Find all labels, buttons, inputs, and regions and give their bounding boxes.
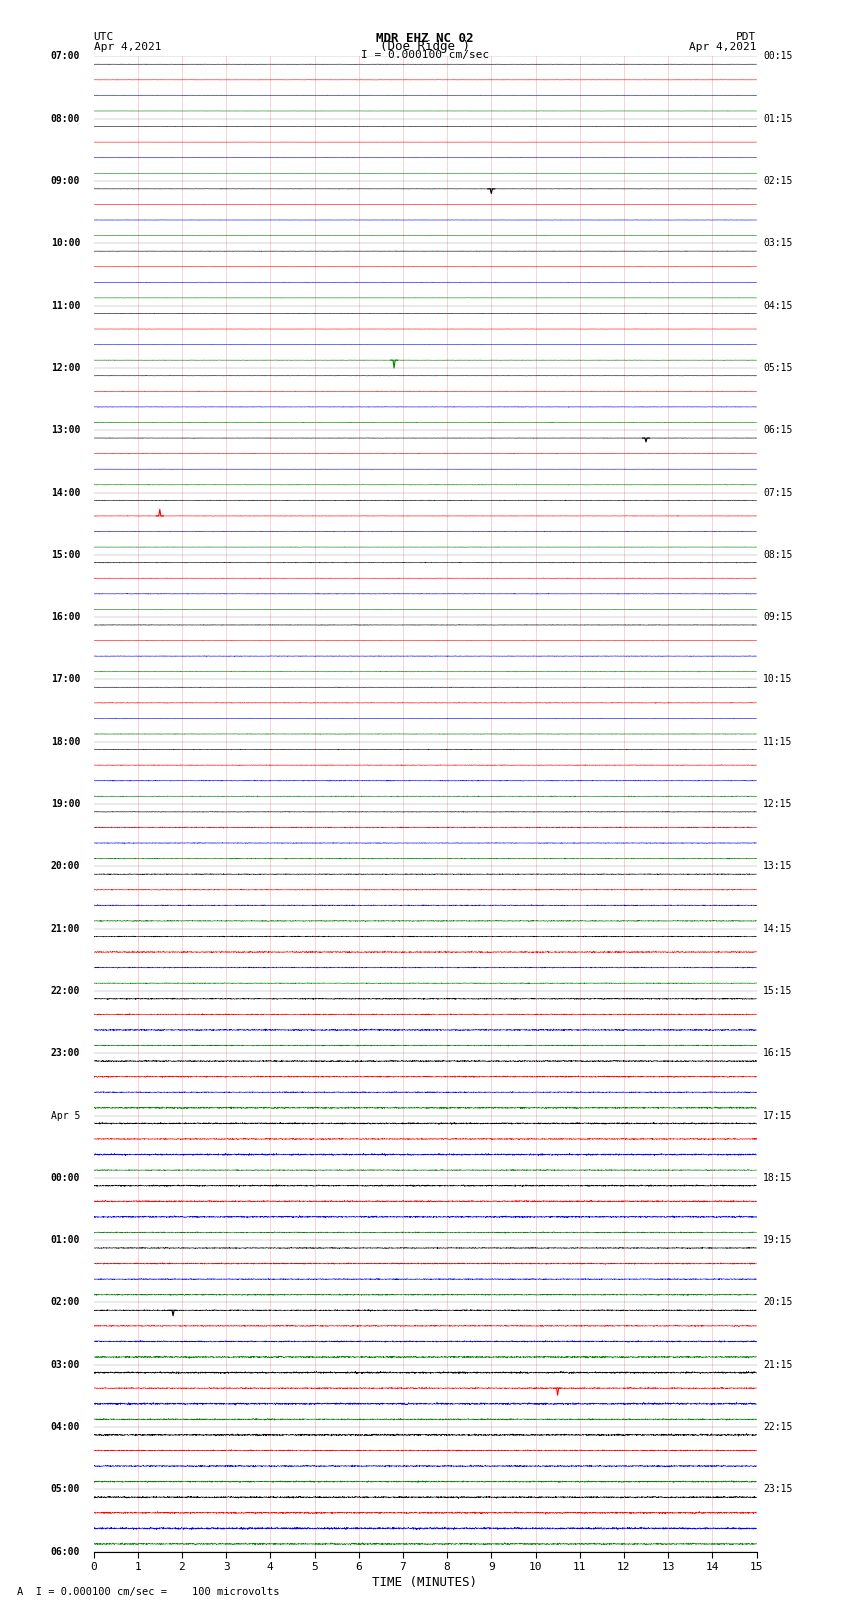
Text: MDR EHZ NC 02: MDR EHZ NC 02 xyxy=(377,32,473,45)
Text: 06:15: 06:15 xyxy=(763,426,792,436)
Text: 09:15: 09:15 xyxy=(763,613,792,623)
Text: 03:15: 03:15 xyxy=(763,239,792,248)
X-axis label: TIME (MINUTES): TIME (MINUTES) xyxy=(372,1576,478,1589)
Text: 02:15: 02:15 xyxy=(763,176,792,185)
Text: 16:15: 16:15 xyxy=(763,1048,792,1058)
Text: 17:15: 17:15 xyxy=(763,1111,792,1121)
Text: 12:00: 12:00 xyxy=(51,363,80,373)
Text: A  I = 0.000100 cm/sec =    100 microvolts: A I = 0.000100 cm/sec = 100 microvolts xyxy=(17,1587,280,1597)
Text: 17:00: 17:00 xyxy=(51,674,80,684)
Text: 09:00: 09:00 xyxy=(51,176,80,185)
Text: I = 0.000100 cm/sec: I = 0.000100 cm/sec xyxy=(361,50,489,60)
Text: 16:00: 16:00 xyxy=(51,613,80,623)
Text: 01:00: 01:00 xyxy=(51,1236,80,1245)
Text: 15:15: 15:15 xyxy=(763,986,792,995)
Text: 18:00: 18:00 xyxy=(51,737,80,747)
Text: 15:00: 15:00 xyxy=(51,550,80,560)
Text: 05:00: 05:00 xyxy=(51,1484,80,1494)
Text: 11:15: 11:15 xyxy=(763,737,792,747)
Text: 20:15: 20:15 xyxy=(763,1297,792,1308)
Text: 07:15: 07:15 xyxy=(763,487,792,497)
Text: 14:15: 14:15 xyxy=(763,924,792,934)
Text: Apr 4,2021: Apr 4,2021 xyxy=(94,42,161,52)
Text: 22:15: 22:15 xyxy=(763,1423,792,1432)
Text: 08:15: 08:15 xyxy=(763,550,792,560)
Text: 14:00: 14:00 xyxy=(51,487,80,497)
Text: 11:00: 11:00 xyxy=(51,300,80,311)
Text: 21:00: 21:00 xyxy=(51,924,80,934)
Text: 20:00: 20:00 xyxy=(51,861,80,871)
Text: 01:15: 01:15 xyxy=(763,115,792,124)
Text: 13:15: 13:15 xyxy=(763,861,792,871)
Text: Apr 4,2021: Apr 4,2021 xyxy=(689,42,756,52)
Text: 04:00: 04:00 xyxy=(51,1423,80,1432)
Text: 22:00: 22:00 xyxy=(51,986,80,995)
Text: 13:00: 13:00 xyxy=(51,426,80,436)
Text: 06:00: 06:00 xyxy=(51,1547,80,1557)
Text: 04:15: 04:15 xyxy=(763,300,792,311)
Text: UTC: UTC xyxy=(94,32,114,42)
Text: 21:15: 21:15 xyxy=(763,1360,792,1369)
Text: (Doe Ridge ): (Doe Ridge ) xyxy=(380,40,470,53)
Text: Apr 5: Apr 5 xyxy=(51,1111,80,1121)
Text: 10:15: 10:15 xyxy=(763,674,792,684)
Text: 02:00: 02:00 xyxy=(51,1297,80,1308)
Text: 23:00: 23:00 xyxy=(51,1048,80,1058)
Text: 18:15: 18:15 xyxy=(763,1173,792,1182)
Text: 08:00: 08:00 xyxy=(51,115,80,124)
Text: 07:00: 07:00 xyxy=(51,52,80,61)
Text: 05:15: 05:15 xyxy=(763,363,792,373)
Text: 03:00: 03:00 xyxy=(51,1360,80,1369)
Text: 23:15: 23:15 xyxy=(763,1484,792,1494)
Text: 19:00: 19:00 xyxy=(51,798,80,810)
Text: PDT: PDT xyxy=(736,32,756,42)
Text: 12:15: 12:15 xyxy=(763,798,792,810)
Text: 00:00: 00:00 xyxy=(51,1173,80,1182)
Text: 00:15: 00:15 xyxy=(763,52,792,61)
Text: 19:15: 19:15 xyxy=(763,1236,792,1245)
Text: 10:00: 10:00 xyxy=(51,239,80,248)
